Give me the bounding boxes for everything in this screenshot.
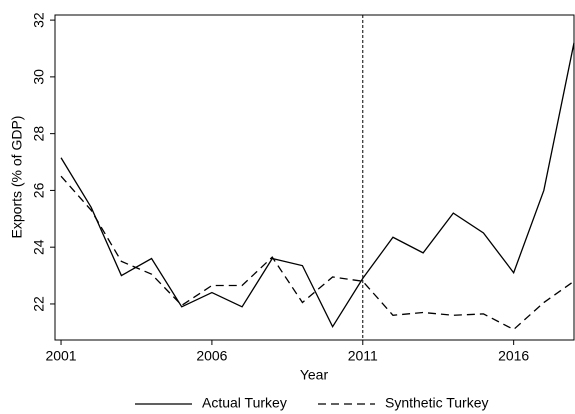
y-tick-label: 28 bbox=[31, 126, 47, 142]
series-line bbox=[60, 175, 575, 331]
x-tick-label: 2016 bbox=[498, 348, 529, 364]
legend-label: Synthetic Turkey bbox=[385, 395, 489, 411]
series-line bbox=[60, 42, 575, 328]
y-tick-label: 30 bbox=[31, 69, 47, 85]
y-tick-label: 22 bbox=[31, 296, 47, 312]
y-tick-label: 24 bbox=[31, 239, 47, 255]
x-tick-label: 2001 bbox=[45, 348, 76, 364]
legend-label: Actual Turkey bbox=[202, 395, 287, 411]
x-tick-label: 2011 bbox=[348, 348, 378, 364]
plot-frame bbox=[54, 14, 575, 341]
y-axis-label: Exports (% of GDP) bbox=[9, 116, 25, 239]
y-tick-label: 32 bbox=[31, 12, 47, 28]
y-tick-label: 26 bbox=[31, 182, 47, 198]
x-axis-label: Year bbox=[300, 367, 329, 383]
x-tick-label: 2006 bbox=[196, 348, 227, 364]
